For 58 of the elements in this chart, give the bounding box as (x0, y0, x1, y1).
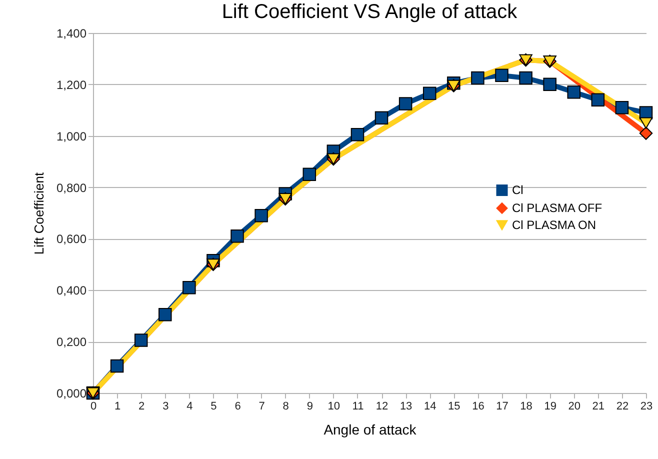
x-axis-title: Angle of attack (324, 422, 418, 438)
point (374, 111, 388, 124)
x-tick-label: 22 (616, 400, 629, 412)
x-tick-label: 14 (424, 400, 436, 412)
y-tick-label: 0,800 (56, 180, 87, 195)
point (182, 280, 196, 294)
point (543, 78, 556, 92)
point (350, 128, 364, 142)
point (158, 308, 172, 322)
x-tick-label: 11 (352, 400, 364, 412)
x-tick-label: 23 (640, 400, 653, 412)
y-tick-label: 1,200 (56, 78, 87, 92)
point (302, 168, 316, 182)
x-tick-label: 7 (258, 400, 265, 412)
x-tick-label: 21 (592, 400, 605, 412)
chart-title: Lift Coefficient VS Angle of attack (222, 1, 518, 23)
x-tick-label: 8 (282, 400, 289, 412)
x-tick-label: 9 (306, 400, 313, 412)
point (254, 208, 268, 222)
x-tick-label: 16 (472, 400, 484, 412)
x-tick-label: 13 (400, 400, 412, 412)
y-tick-label: 0,400 (56, 284, 87, 298)
point (615, 100, 629, 114)
x-tick-label: 15 (448, 400, 460, 412)
point (230, 230, 244, 243)
point (398, 97, 412, 110)
point (519, 71, 532, 85)
y-axis-title: Lift Coefficient (31, 172, 46, 255)
legend-label: Cl PLASMA OFF (512, 201, 602, 216)
point (471, 71, 484, 85)
x-tick-label: 5 (210, 400, 217, 412)
y-tick-label: 1,000 (56, 129, 87, 144)
y-tick-label: 1,400 (56, 26, 87, 40)
x-tick-label: 17 (496, 400, 508, 412)
x-tick-label: 4 (186, 400, 193, 412)
point (639, 126, 653, 140)
point (591, 93, 605, 106)
legend-label: Cl (512, 183, 524, 198)
legend-label: Cl PLASMA ON (512, 218, 596, 232)
x-tick-label: 0 (90, 400, 97, 412)
point (110, 359, 124, 373)
x-tick-label: 1 (114, 400, 121, 412)
x-tick-label: 19 (544, 400, 556, 412)
y-tick-label: 0,000 (56, 386, 87, 400)
point (567, 86, 580, 99)
x-tick-label: 10 (328, 400, 340, 412)
x-tick-label: 18 (520, 400, 532, 412)
x-tick-label: 20 (568, 400, 580, 412)
point (639, 117, 653, 129)
x-tick-label: 3 (162, 400, 169, 412)
y-tick-label: 0,600 (56, 232, 87, 246)
point (422, 86, 436, 100)
y-tick-label: 0,200 (56, 335, 87, 350)
x-tick-label: 2 (138, 400, 145, 412)
x-tick-label: 12 (376, 400, 388, 412)
x-tick-label: 6 (234, 400, 241, 412)
point (495, 68, 508, 82)
point (134, 334, 148, 347)
